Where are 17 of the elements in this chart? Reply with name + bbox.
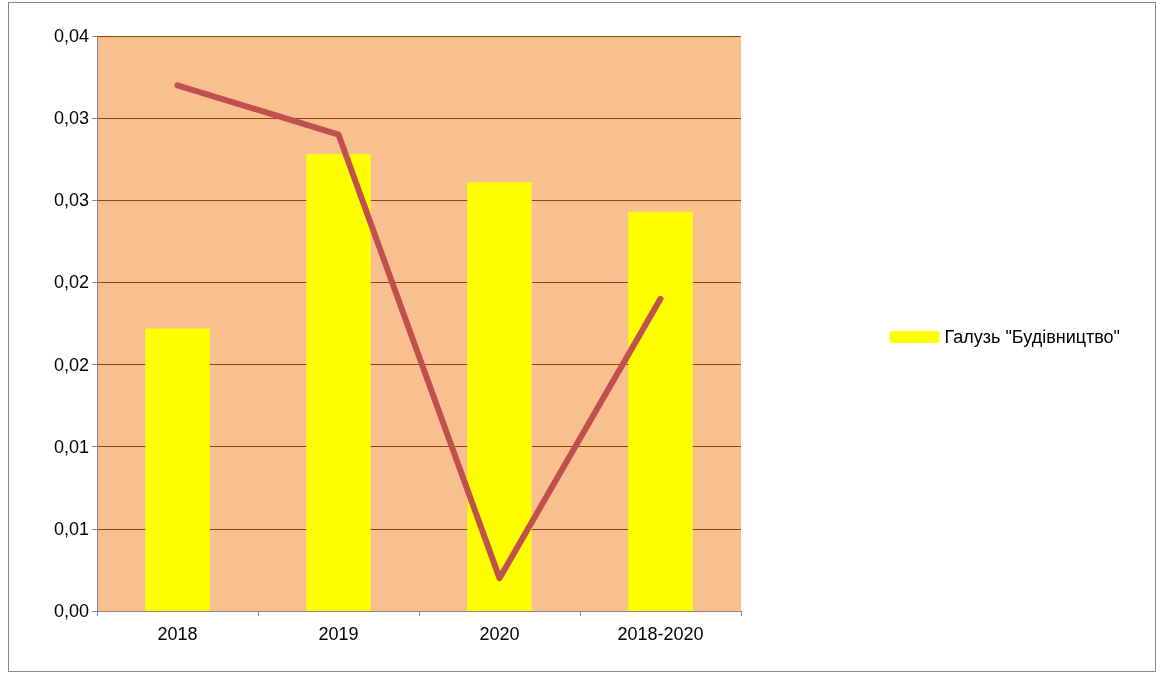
y-tick-label: 0,03 (53, 108, 89, 129)
y-tick-label: 0,02 (53, 354, 89, 375)
x-tick-label: 2018 (157, 624, 198, 644)
y-tick-label: 0,03 (53, 190, 89, 211)
y-tick-label: 0,01 (53, 436, 89, 457)
x-tick-label: 2020 (479, 624, 520, 644)
x-tick-label: 2019 (318, 624, 359, 644)
y-tick-label: 0,02 (53, 272, 89, 293)
bar (467, 182, 532, 611)
y-tick-label: 0,01 (53, 518, 89, 539)
bar (628, 211, 693, 611)
x-tick-label: 2018-2020 (617, 624, 704, 644)
y-tick-label: 0,04 (53, 26, 89, 46)
legend-label: Галузь "Будівництво" (944, 327, 1120, 347)
bar (145, 328, 210, 611)
bar (306, 154, 371, 611)
y-tick-label: 0,00 (53, 601, 89, 621)
